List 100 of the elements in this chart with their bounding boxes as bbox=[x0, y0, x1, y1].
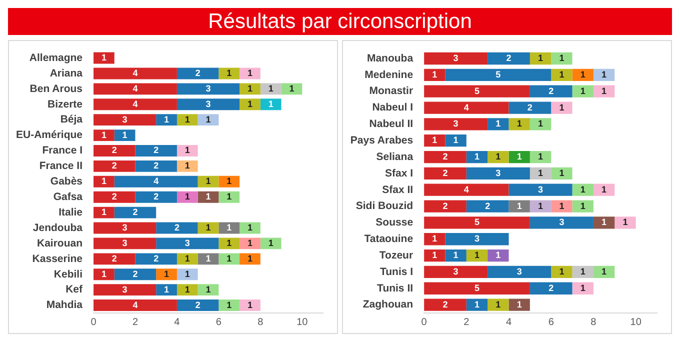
data-label: 1 bbox=[101, 130, 106, 140]
data-label: 2 bbox=[485, 200, 490, 211]
bar bbox=[94, 238, 156, 250]
bar bbox=[94, 191, 136, 203]
data-label: 1 bbox=[538, 52, 544, 63]
bar bbox=[240, 238, 260, 250]
data-label: 3 bbox=[496, 168, 501, 178]
y-tick-label: Medenine bbox=[364, 68, 414, 81]
data-label: 1 bbox=[247, 68, 252, 78]
data-label: 1 bbox=[247, 98, 252, 109]
data-label: 1 bbox=[226, 176, 232, 186]
data-label: 1 bbox=[206, 176, 211, 186]
bar bbox=[530, 150, 552, 164]
bar bbox=[94, 68, 177, 80]
data-label: 1 bbox=[453, 135, 458, 146]
bar bbox=[551, 200, 572, 212]
bar bbox=[94, 145, 136, 156]
bar bbox=[176, 191, 198, 203]
bar bbox=[218, 253, 240, 265]
bar bbox=[281, 83, 302, 95]
data-label: 2 bbox=[527, 102, 532, 112]
bar bbox=[114, 176, 198, 188]
bar bbox=[424, 282, 530, 294]
y-tick-label: Italie bbox=[58, 206, 83, 218]
bar bbox=[445, 134, 466, 147]
bar bbox=[156, 222, 198, 234]
y-tick-label: Ben Arous bbox=[30, 82, 83, 95]
data-label: 1 bbox=[496, 250, 501, 260]
bar bbox=[466, 167, 530, 180]
data-label: 1 bbox=[559, 52, 564, 63]
data-label: 2 bbox=[442, 200, 448, 211]
y-tick-label: Kebili bbox=[54, 268, 83, 280]
data-label: 5 bbox=[496, 69, 501, 80]
x-tick-label: 10 bbox=[630, 316, 642, 328]
bar bbox=[198, 176, 219, 188]
data-label: 3 bbox=[474, 234, 480, 244]
data-label: 5 bbox=[474, 86, 480, 96]
data-label: 1 bbox=[602, 184, 607, 194]
bar bbox=[94, 253, 136, 265]
data-label: 1 bbox=[580, 69, 586, 80]
data-label: 2 bbox=[442, 152, 448, 162]
bar bbox=[445, 68, 552, 82]
data-label: 3 bbox=[453, 52, 458, 63]
bar bbox=[508, 298, 530, 311]
data-label: 3 bbox=[122, 284, 128, 294]
bar bbox=[94, 268, 114, 280]
bar bbox=[240, 300, 260, 311]
bar bbox=[240, 68, 260, 80]
bar bbox=[176, 98, 240, 110]
bar bbox=[176, 268, 198, 280]
bar bbox=[466, 150, 488, 164]
data-label: 1 bbox=[101, 176, 106, 186]
data-label: 4 bbox=[132, 83, 138, 94]
data-label: 1 bbox=[226, 238, 232, 248]
data-label: 2 bbox=[506, 52, 512, 63]
y-tick-label: EU-Amérique bbox=[16, 129, 83, 142]
bar bbox=[156, 268, 177, 280]
bar bbox=[198, 284, 219, 296]
data-label: 1 bbox=[538, 118, 544, 129]
data-label: 1 bbox=[432, 135, 438, 146]
bar bbox=[424, 118, 488, 130]
bar bbox=[218, 68, 240, 80]
bar bbox=[94, 83, 177, 95]
y-tick-label: Manouba bbox=[366, 52, 414, 64]
data-label: 1 bbox=[496, 299, 501, 310]
bar bbox=[424, 266, 488, 278]
bar bbox=[156, 238, 219, 250]
bar bbox=[508, 150, 530, 164]
bar bbox=[424, 167, 466, 180]
data-label: 2 bbox=[154, 192, 159, 202]
data-label: 5 bbox=[474, 282, 480, 293]
bar bbox=[135, 145, 177, 156]
data-label: 3 bbox=[184, 238, 190, 248]
bar bbox=[198, 191, 219, 203]
bar bbox=[198, 253, 219, 265]
bar bbox=[424, 150, 466, 164]
x-tick-label: 2 bbox=[464, 316, 470, 328]
data-label: 1 bbox=[559, 200, 564, 211]
bar bbox=[176, 145, 198, 156]
bar bbox=[593, 85, 615, 98]
bar bbox=[240, 222, 260, 234]
bar bbox=[424, 200, 466, 212]
data-label: 1 bbox=[474, 152, 480, 162]
y-tick-label: Sfax I bbox=[385, 167, 414, 180]
bar bbox=[424, 184, 509, 196]
bar bbox=[551, 167, 572, 180]
y-tick-label: Seliana bbox=[376, 150, 414, 163]
data-label: 4 bbox=[464, 184, 469, 194]
data-label: 1 bbox=[580, 86, 586, 96]
data-label: 1 bbox=[122, 130, 128, 140]
data-label: 2 bbox=[154, 253, 159, 264]
bar bbox=[424, 52, 488, 65]
x-tick-label: 4 bbox=[174, 316, 180, 328]
bar bbox=[218, 238, 240, 250]
data-label: 1 bbox=[206, 284, 211, 294]
bar bbox=[445, 233, 509, 246]
bar bbox=[424, 216, 530, 229]
bar bbox=[424, 249, 446, 262]
data-label: 2 bbox=[112, 192, 117, 202]
bar bbox=[260, 83, 282, 95]
